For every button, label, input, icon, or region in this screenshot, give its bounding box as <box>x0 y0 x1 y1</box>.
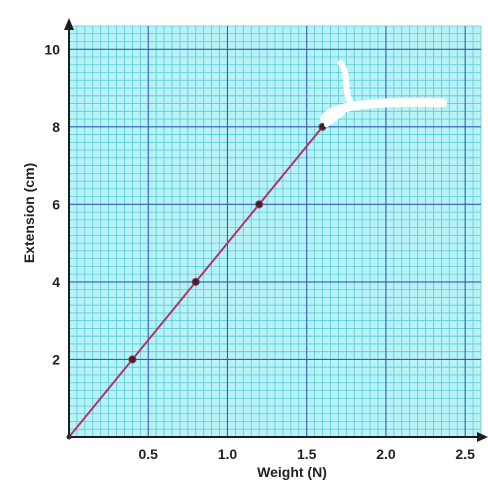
data-point <box>191 277 200 287</box>
x-tick-label: 0.5 <box>138 446 158 462</box>
y-axis-label: Extension (cm) <box>21 163 37 263</box>
y-axis-arrowhead <box>64 18 74 30</box>
origin-point <box>66 434 72 440</box>
x-tick-labels: 0.5 1.0 1.5 2.0 2.5 <box>138 446 475 462</box>
data-point <box>128 355 137 364</box>
x-axis-arrowhead <box>477 432 488 442</box>
correction-stroke-horizontal <box>320 97 448 124</box>
major-grid <box>69 26 481 437</box>
x-tick-label: 2.0 <box>376 446 396 462</box>
data-point <box>255 200 264 209</box>
y-tick-labels: 2 4 6 8 10 <box>44 41 60 367</box>
x-axis-label: Weight (N) <box>257 464 327 480</box>
y-tick-label: 4 <box>52 274 60 290</box>
x-tick-label: 1.0 <box>218 446 238 462</box>
correction-mark <box>320 59 448 128</box>
y-tick-label: 8 <box>52 119 60 135</box>
y-tick-label: 2 <box>52 351 60 367</box>
correction-stroke-joint <box>324 110 346 128</box>
minor-grid <box>69 25 482 437</box>
axes <box>64 18 488 442</box>
series-markers <box>66 122 327 440</box>
y-tick-label: 10 <box>44 41 60 57</box>
y-tick-label: 6 <box>52 196 60 212</box>
correction-stroke-vertical <box>337 59 356 110</box>
x-tick-label: 2.5 <box>455 446 475 462</box>
x-tick-label: 1.5 <box>297 446 317 462</box>
